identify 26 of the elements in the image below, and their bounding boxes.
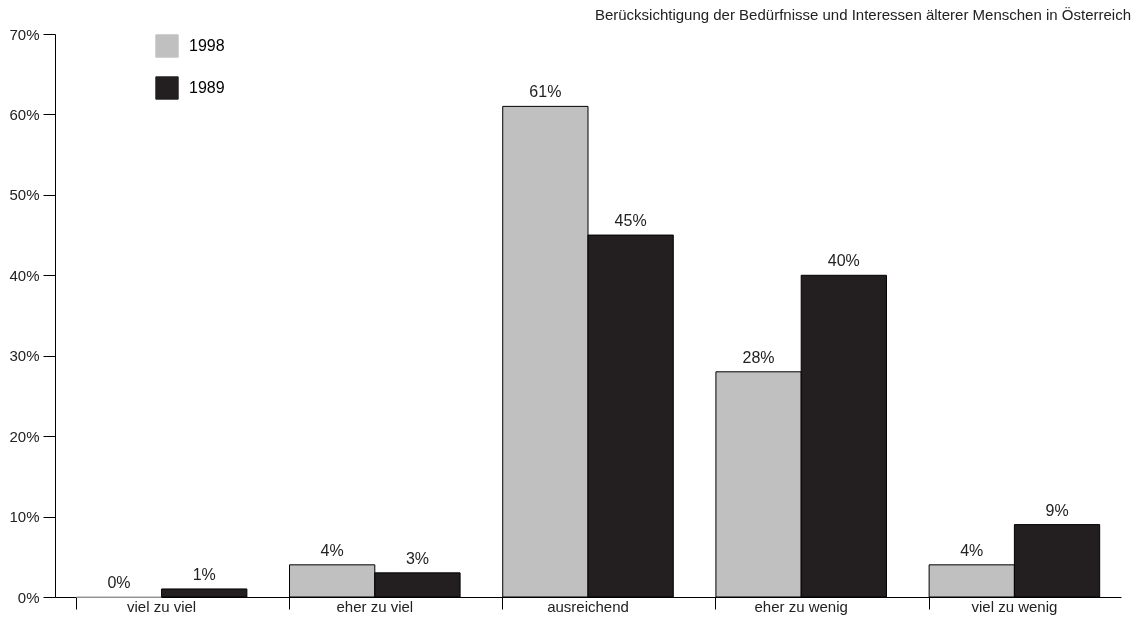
data-label: 3%	[405, 549, 429, 567]
x-tick-label: eher zu viel	[336, 597, 414, 615]
x-tick-label: viel zu wenig	[971, 597, 1058, 615]
x-tick-label: ausreichend	[547, 597, 629, 615]
data-label: 28%	[742, 348, 775, 366]
chart-title: Berücksichtigung der Bedürfnisse und Interessen älterer Menschen in Österreich	[594, 6, 1131, 23]
data-label: 40%	[827, 252, 860, 270]
y-tick-label: 10%	[9, 508, 40, 526]
data-label: 9%	[1045, 501, 1069, 519]
data-label: 61%	[529, 83, 562, 101]
data-label: 0%	[107, 574, 131, 591]
data-label: 45%	[614, 212, 647, 230]
y-tick-label: 30%	[9, 347, 40, 365]
data-label: 4%	[960, 541, 984, 559]
x-tick-label: viel zu viel	[127, 597, 197, 615]
y-tick-label: 60%	[9, 105, 40, 123]
data-label: 1%	[192, 565, 216, 583]
data-label: 4%	[320, 541, 344, 559]
legend-label: 1989	[189, 79, 225, 96]
legend-label: 1998	[189, 37, 225, 54]
y-tick-label: 0%	[17, 588, 40, 606]
y-tick-label: 40%	[9, 266, 40, 284]
x-tick-label: eher zu wenig	[754, 597, 848, 615]
y-tick-label: 20%	[9, 427, 40, 445]
y-tick-label: 70%	[9, 25, 40, 43]
y-tick-label: 50%	[9, 186, 40, 204]
